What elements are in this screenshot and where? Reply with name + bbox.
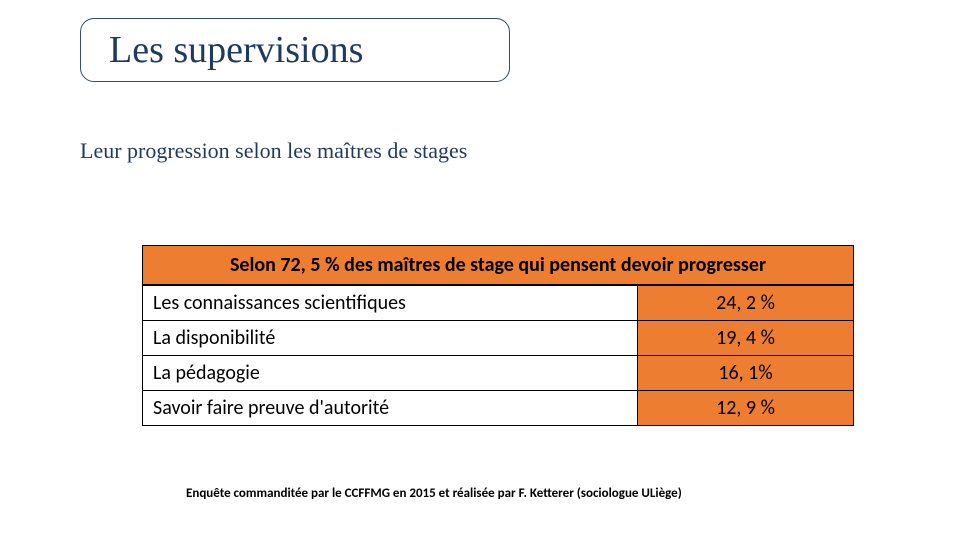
- row-label: La pédagogie: [143, 356, 638, 390]
- page-title: Les supervisions: [109, 28, 363, 72]
- table-row: Savoir faire preuve d'autorité 12, 9 %: [143, 390, 853, 425]
- row-value: 12, 9 %: [638, 391, 853, 425]
- row-value: 16, 1%: [638, 356, 853, 390]
- table-row: La pédagogie 16, 1%: [143, 355, 853, 390]
- row-value: 24, 2 %: [638, 286, 853, 320]
- subtitle: Leur progression selon les maîtres de st…: [80, 138, 467, 164]
- row-label: Savoir faire preuve d'autorité: [143, 391, 638, 425]
- row-value: 19, 4 %: [638, 321, 853, 355]
- title-container: Les supervisions: [80, 18, 510, 82]
- row-label: La disponibilité: [143, 321, 638, 355]
- footnote: Enquête commanditée par le CCFFMG en 201…: [186, 486, 682, 501]
- progress-table: Selon 72, 5 % des maîtres de stage qui p…: [142, 245, 854, 426]
- row-label: Les connaissances scientifiques: [143, 286, 638, 320]
- table-header: Selon 72, 5 % des maîtres de stage qui p…: [143, 246, 853, 285]
- table-row: La disponibilité 19, 4 %: [143, 320, 853, 355]
- table-row: Les connaissances scientifiques 24, 2 %: [143, 285, 853, 320]
